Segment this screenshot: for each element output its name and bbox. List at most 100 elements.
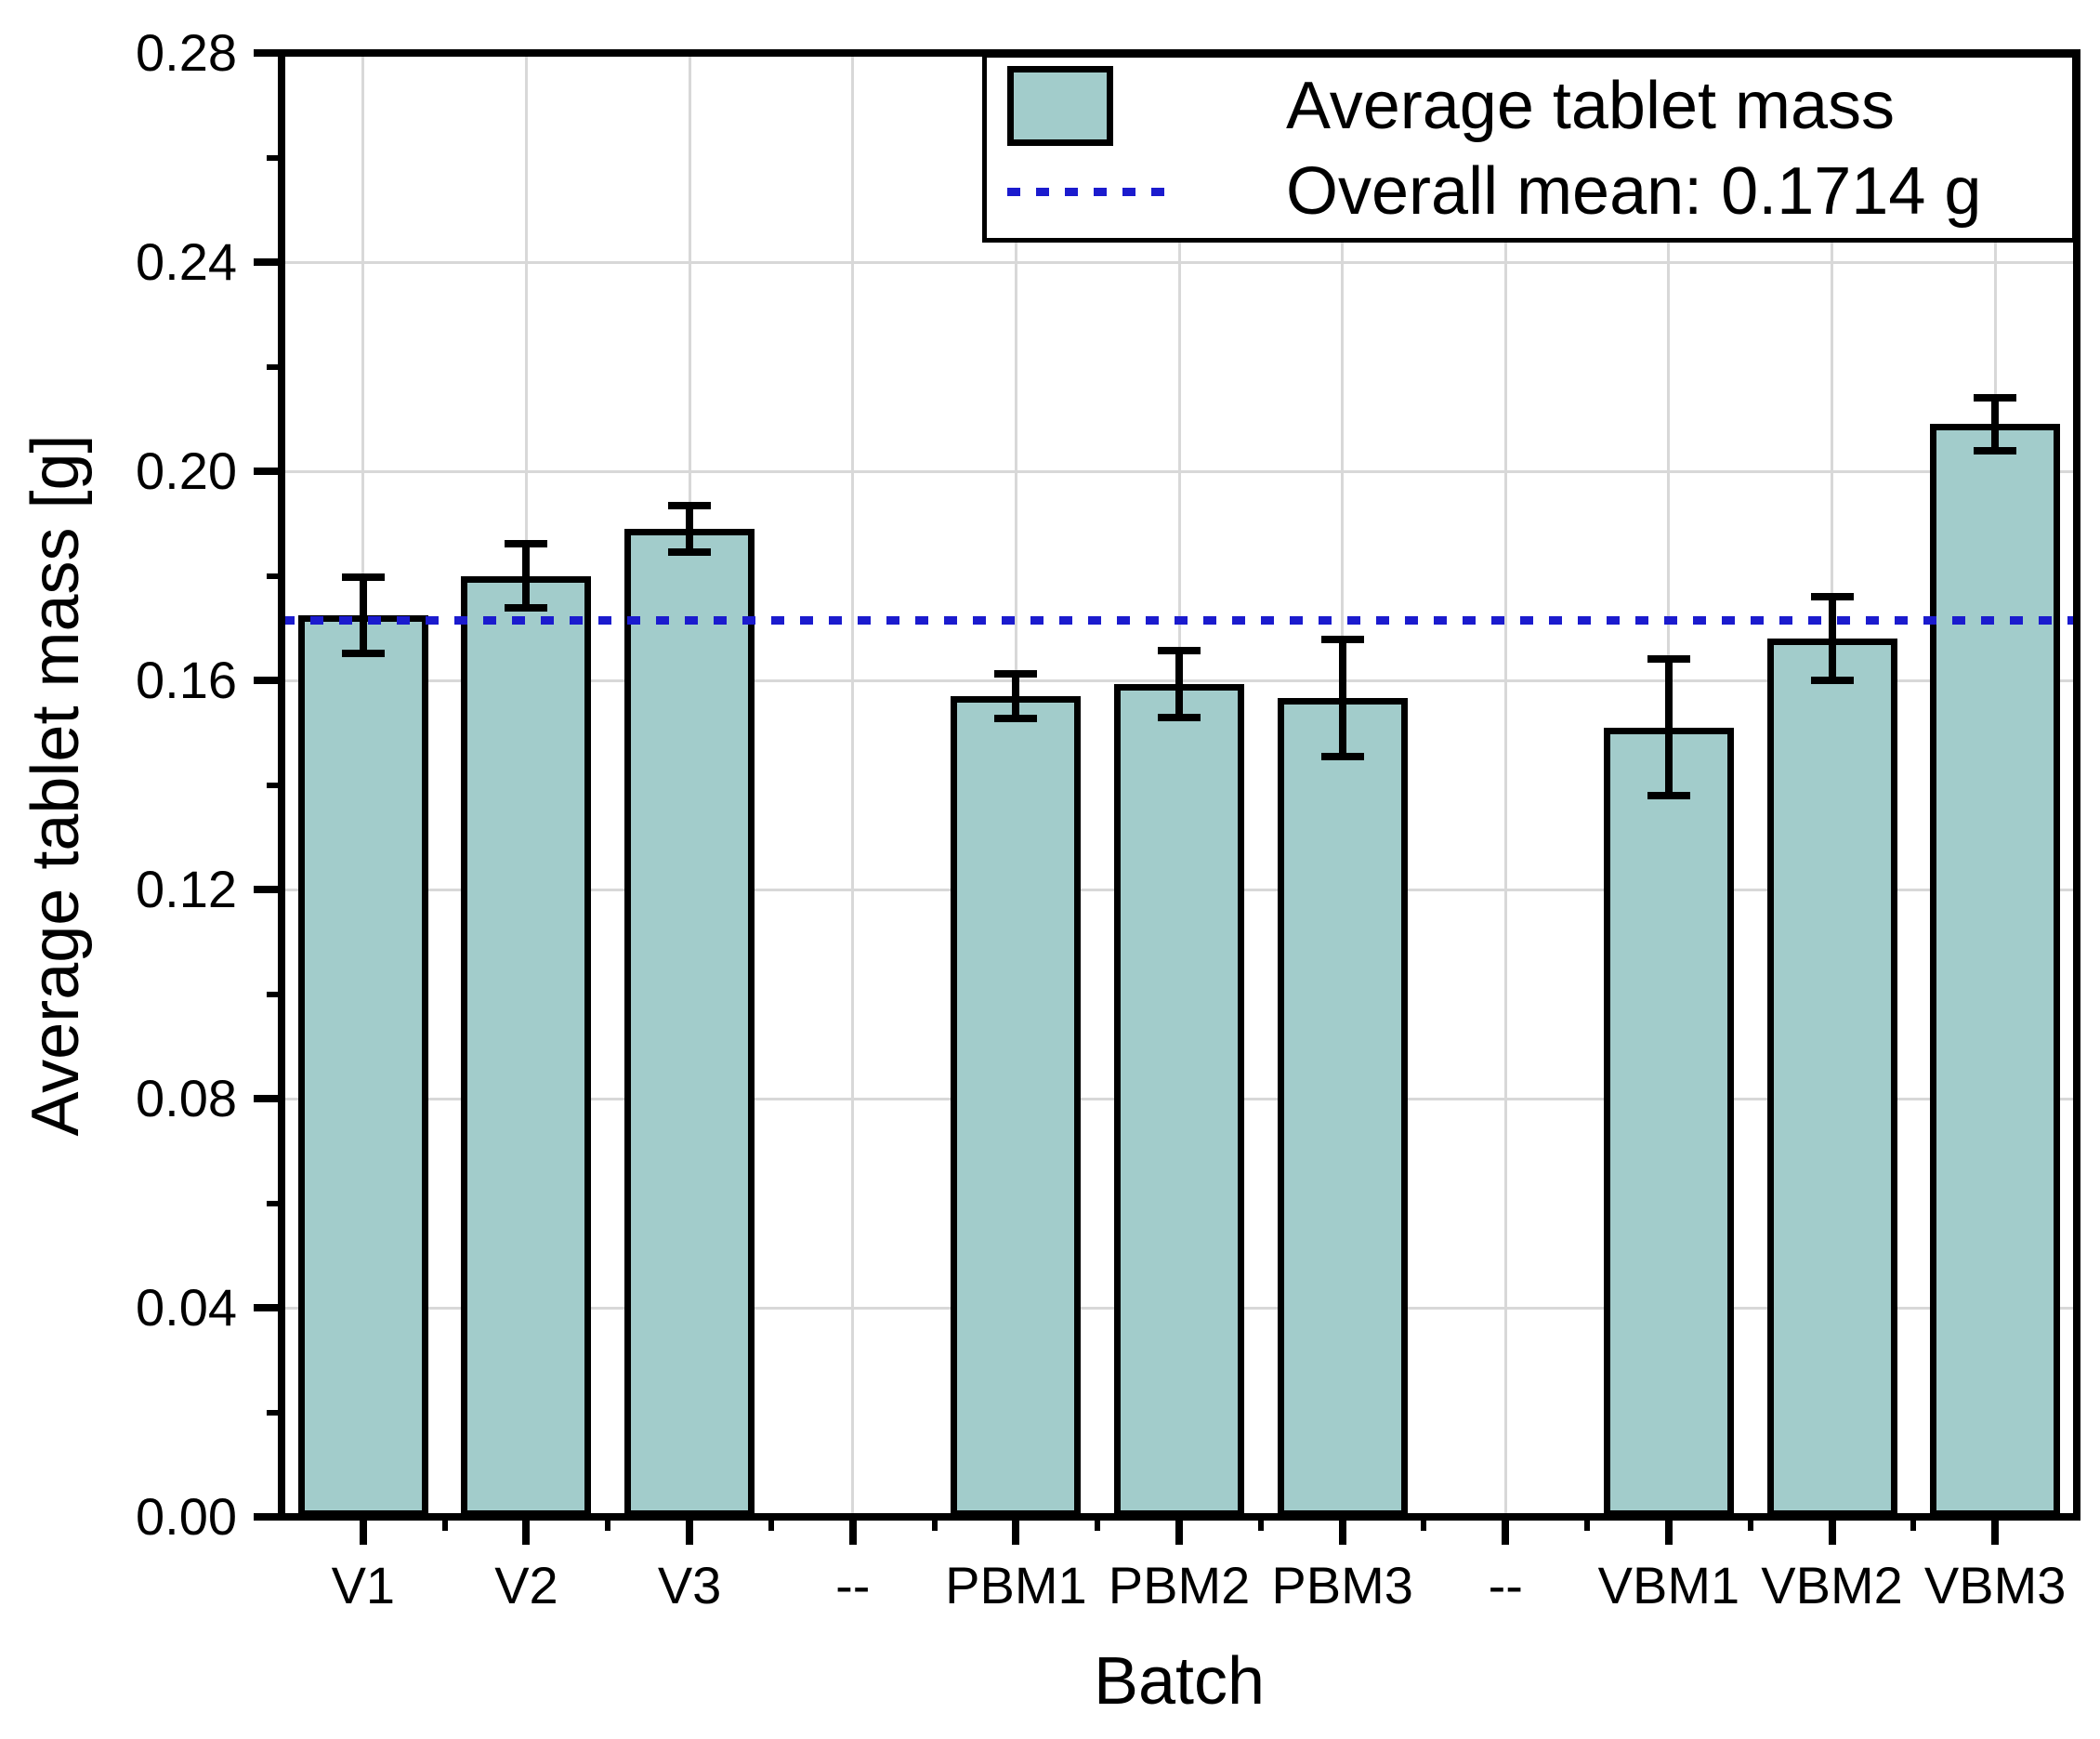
y-minor-tick (267, 1409, 282, 1416)
x-gridline (1503, 53, 1507, 1517)
x-tick-label: VBM1 (1597, 1556, 1740, 1614)
bar-V3 (624, 528, 755, 1517)
overall-mean-line (282, 616, 2077, 626)
y-major-tick (254, 886, 282, 893)
legend-mean-label: Overall mean: 0.1714 g (1286, 154, 1982, 230)
error-bar-V1 (359, 573, 367, 657)
bar-PBM3 (1277, 697, 1408, 1517)
error-bar-V3 (686, 501, 694, 557)
bar-VBM1 (1603, 727, 1734, 1517)
y-major-tick (254, 1095, 282, 1102)
x-tick-label: PBM3 (1271, 1556, 1413, 1614)
x-minor-tick (1584, 1517, 1591, 1531)
x-major-tick (1012, 1517, 1020, 1545)
x-tick-label: PBM2 (1108, 1556, 1251, 1614)
error-cap-bottom-V2 (505, 603, 548, 612)
error-bar-VBM2 (1828, 593, 1836, 684)
error-cap-bottom-V1 (341, 649, 385, 657)
error-cap-bottom-PBM2 (1158, 713, 1201, 721)
error-bar-VBM3 (1991, 393, 2000, 455)
bar-VBM3 (1930, 424, 2061, 1517)
error-cap-top-V1 (341, 573, 385, 581)
y-major-tick (254, 468, 282, 475)
x-gridline (851, 53, 855, 1517)
y-axis-title: Average tablet mass [g] (19, 434, 93, 1137)
error-cap-top-PBM1 (994, 669, 1038, 678)
x-tick-label: VBM3 (1923, 1556, 2067, 1614)
error-cap-bottom-VBM3 (1974, 447, 2017, 455)
bar-PBM1 (951, 695, 1082, 1517)
bar-V1 (297, 614, 428, 1517)
x-minor-tick (605, 1517, 611, 1531)
x-major-tick (359, 1517, 367, 1545)
error-cap-bottom-VBM1 (1647, 792, 1690, 800)
y-major-tick (254, 258, 282, 266)
error-cap-top-V2 (505, 540, 548, 548)
x-major-tick (1338, 1517, 1346, 1545)
error-cap-bottom-VBM2 (1810, 676, 1854, 684)
legend-row-mean: Overall mean: 0.1714 g (1007, 153, 2072, 230)
x-major-tick (848, 1517, 857, 1545)
legend-series-label: Average tablet mass (1286, 68, 1896, 143)
legend: Average tablet mass Overall mean: 0.1714… (982, 53, 2077, 243)
error-bar-PBM2 (1175, 647, 1183, 721)
y-minor-tick (267, 573, 282, 579)
error-bar-PBM3 (1338, 635, 1346, 760)
x-minor-tick (931, 1517, 938, 1531)
bar-PBM2 (1114, 683, 1244, 1517)
y-tick-label: 0.08 (136, 1069, 237, 1127)
y-minor-tick (267, 154, 282, 161)
y-tick-label: 0.04 (136, 1278, 237, 1337)
x-minor-tick (441, 1517, 448, 1531)
y-major-tick (254, 677, 282, 684)
y-major-tick (254, 1304, 282, 1311)
error-cap-top-PBM2 (1158, 647, 1201, 654)
error-cap-top-V3 (668, 501, 712, 509)
bar-VBM2 (1766, 639, 1897, 1517)
bar-V2 (461, 575, 592, 1517)
x-minor-tick (1095, 1517, 1101, 1531)
plot-area (278, 49, 2080, 1521)
x-tick-label: V1 (331, 1556, 396, 1614)
y-tick-label: 0.00 (136, 1487, 237, 1546)
error-cap-top-PBM3 (1320, 635, 1364, 643)
x-tick-label: -- (1488, 1556, 1523, 1614)
error-cap-bottom-PBM3 (1320, 752, 1364, 760)
y-minor-tick (267, 1200, 282, 1206)
error-cap-top-VBM1 (1647, 655, 1690, 663)
x-major-tick (522, 1517, 531, 1545)
legend-key-series (1007, 65, 1286, 146)
error-cap-bottom-PBM1 (994, 715, 1038, 722)
y-major-tick (254, 49, 282, 57)
x-major-tick (1502, 1517, 1510, 1545)
x-tick-label: VBM2 (1761, 1556, 1903, 1614)
x-tick-label: -- (835, 1556, 871, 1614)
x-minor-tick (1421, 1517, 1427, 1531)
y-minor-tick (267, 991, 282, 997)
y-tick-label: 0.28 (136, 23, 237, 82)
x-major-tick (1828, 1517, 1836, 1545)
error-cap-top-VBM2 (1810, 593, 1854, 601)
x-tick-label: V2 (494, 1556, 558, 1614)
y-tick-label: 0.24 (136, 232, 237, 291)
error-bar-VBM1 (1664, 655, 1673, 800)
error-cap-bottom-V3 (668, 548, 712, 557)
y-tick-label: 0.20 (136, 441, 237, 500)
y-tick-label: 0.12 (136, 860, 237, 918)
error-cap-top-VBM3 (1974, 393, 2017, 402)
error-bar-PBM1 (1012, 669, 1020, 722)
x-minor-tick (1257, 1517, 1264, 1531)
x-tick-label: PBM1 (945, 1556, 1087, 1614)
legend-key-mean (1007, 187, 1286, 196)
y-minor-tick (267, 782, 282, 788)
x-tick-label: V3 (657, 1556, 722, 1614)
x-major-tick (1175, 1517, 1183, 1545)
y-tick-label: 0.16 (136, 651, 237, 709)
x-major-tick (1664, 1517, 1673, 1545)
y-major-tick (254, 1513, 282, 1521)
error-bar-V2 (522, 540, 531, 612)
y-minor-tick (267, 363, 282, 370)
x-axis-title: Batch (1093, 1644, 1266, 1719)
legend-mean-dash-icon (1007, 187, 1173, 196)
